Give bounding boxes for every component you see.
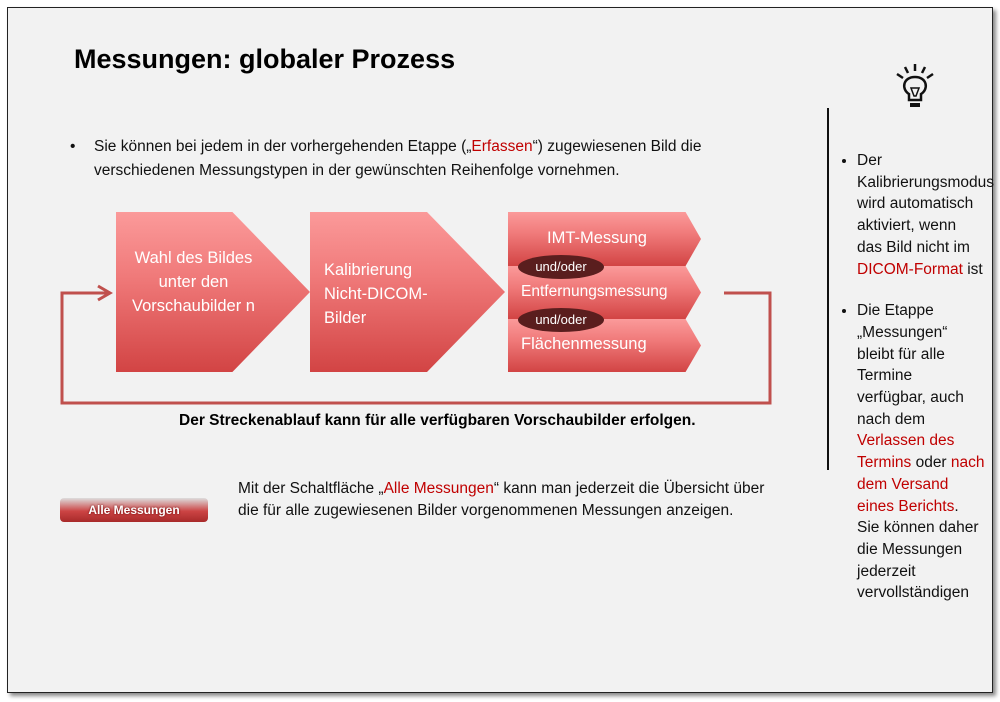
page-title: Messungen: globaler Prozess bbox=[74, 44, 456, 74]
tip2-text-mid: oder bbox=[911, 454, 951, 472]
desc-text-end: “ kann man jederzeit die Übersicht über … bbox=[238, 480, 765, 519]
connector-and-or: und/oder bbox=[518, 308, 604, 332]
tip1-text: Der Kalibrierungsmodus wird automatisch … bbox=[857, 152, 994, 256]
measure-area-label: Flächenmessung bbox=[521, 335, 647, 353]
step-select-image: Wahl des Bildes unter den Vorschaubilder… bbox=[116, 212, 310, 372]
tip-calibration: Der Kalibrierungsmodus wird automatisch … bbox=[857, 150, 994, 280]
intro-text: Sie können bei jedem in der vorhergehend… bbox=[94, 138, 472, 155]
lightbulb-icon bbox=[896, 64, 934, 107]
measure-distance-label: Entfernungsmessung bbox=[521, 283, 668, 300]
step2-label: Kalibrierung Nicht-DICOM-Bilder bbox=[324, 261, 428, 327]
all-measurements-button[interactable]: Alle Messungen bbox=[60, 498, 208, 522]
tip2-text: Die Etappe „Messungen“ bleibt für alle T… bbox=[857, 302, 964, 428]
tip2-highlight1: Verlassen des Termins bbox=[857, 432, 955, 472]
measure-area: Flächenmessung bbox=[508, 319, 701, 372]
tip2-text-end: . Sie können daher die Messungen jederze… bbox=[857, 497, 979, 602]
connector-and-or: und/oder bbox=[518, 255, 604, 279]
desc-text: Mit der Schaltfläche „ bbox=[238, 480, 384, 497]
tip1-highlight: DICOM-Format bbox=[857, 260, 963, 278]
intro-highlight: Erfassen bbox=[471, 138, 533, 155]
tip-availability: Die Etappe „Messungen“ bleibt für alle T… bbox=[857, 300, 985, 604]
intro-bullet: • Sie können bei jedem in der vorhergehe… bbox=[70, 138, 702, 179]
intro-text-end: “) zugewiesenen Bild die verschiedenen M… bbox=[94, 138, 702, 179]
desc-highlight: Alle Messungen bbox=[383, 480, 494, 497]
sidebar-tips: Der Kalibrierungsmodus wird automatisch … bbox=[835, 150, 994, 624]
button-description: Mit der Schaltfläche „Alle Messungen“ ka… bbox=[238, 478, 783, 522]
tip2-highlight2: nach dem Versand eines Berichts bbox=[857, 454, 985, 515]
measure-imt-label: IMT-Messung bbox=[547, 229, 647, 247]
sidebar-divider bbox=[827, 108, 829, 470]
tip1-text-end: ist bbox=[962, 260, 983, 278]
step1-label: Wahl des Bildes unter den Vorschaubilder… bbox=[132, 249, 255, 315]
loop-note: Der Streckenablauf kann für alle verfügb… bbox=[179, 412, 696, 429]
